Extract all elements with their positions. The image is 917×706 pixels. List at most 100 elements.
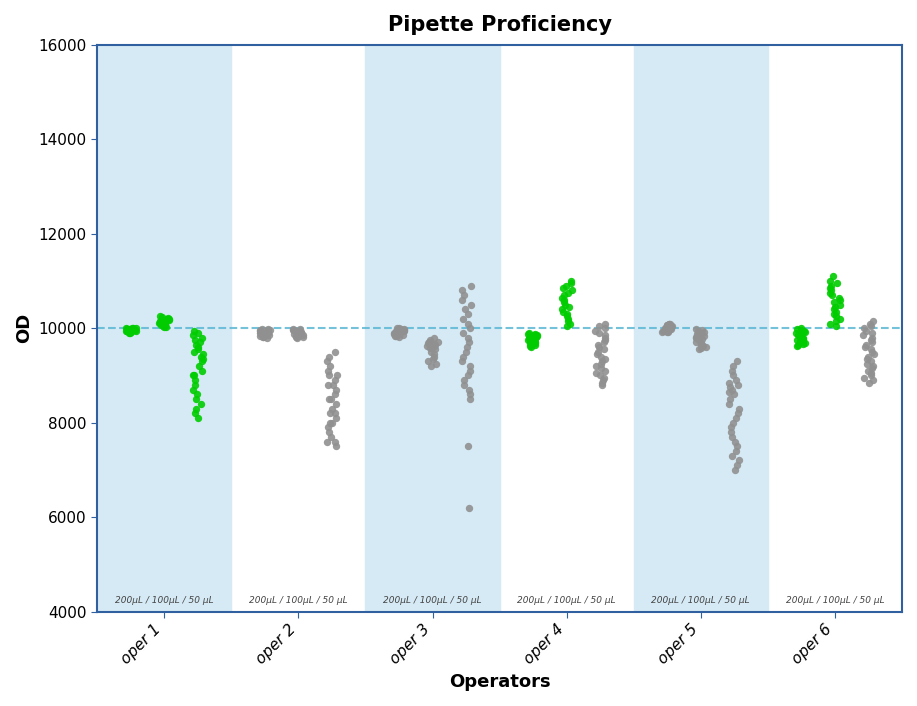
Point: [591, 346, 605, 357]
Point: [256, 330, 271, 342]
Point: [522, 332, 536, 343]
Point: [860, 353, 875, 364]
Point: [319, 436, 334, 447]
Point: [690, 328, 704, 340]
Point: [598, 323, 613, 334]
Point: [392, 322, 406, 333]
Point: [595, 377, 610, 388]
Point: [554, 292, 569, 303]
Point: [588, 325, 602, 336]
Point: [528, 337, 543, 348]
Point: [856, 372, 871, 383]
Point: [254, 323, 269, 335]
Point: [658, 323, 673, 334]
Point: [823, 280, 838, 292]
Point: [864, 344, 878, 355]
Point: [325, 403, 339, 414]
Point: [725, 360, 740, 371]
Point: [695, 325, 710, 336]
Point: [565, 285, 580, 296]
Point: [528, 331, 543, 342]
Point: [463, 393, 478, 405]
Point: [589, 367, 603, 378]
Point: [253, 330, 268, 342]
Point: [253, 328, 268, 339]
Point: [321, 379, 336, 390]
Point: [564, 277, 579, 289]
Point: [555, 304, 569, 315]
Point: [186, 325, 201, 336]
Point: [425, 353, 440, 364]
Point: [195, 349, 210, 360]
Point: [121, 328, 136, 339]
Point: [153, 316, 168, 328]
Point: [597, 372, 612, 383]
Point: [126, 323, 140, 334]
Point: [559, 321, 574, 332]
Point: [723, 382, 737, 393]
Point: [189, 389, 204, 400]
Point: [660, 320, 675, 331]
Point: [558, 299, 572, 310]
Point: [322, 426, 337, 438]
Point: [866, 375, 880, 386]
Point: [189, 393, 204, 405]
Point: [328, 375, 343, 386]
Point: [256, 331, 271, 342]
Point: [662, 318, 677, 329]
Point: [293, 330, 307, 341]
Bar: [366, 45, 500, 611]
Point: [724, 431, 739, 443]
Point: [591, 342, 606, 353]
Point: [562, 301, 577, 313]
Point: [193, 351, 208, 362]
Point: [798, 326, 812, 337]
Point: [293, 323, 307, 335]
Point: [291, 329, 305, 340]
Point: [120, 323, 135, 335]
Point: [796, 325, 811, 337]
Point: [562, 318, 577, 329]
Point: [191, 342, 205, 353]
Point: [187, 346, 202, 357]
Point: [530, 330, 545, 342]
Point: [286, 323, 301, 335]
Point: [866, 360, 880, 371]
Point: [329, 370, 344, 381]
Point: [522, 328, 536, 339]
Point: [324, 393, 338, 405]
Point: [260, 325, 275, 336]
Point: [527, 328, 542, 340]
Point: [825, 270, 840, 282]
Point: [461, 384, 476, 395]
Point: [460, 332, 475, 343]
Point: [152, 318, 167, 329]
Point: [660, 319, 675, 330]
Point: [523, 339, 537, 350]
Point: [392, 328, 406, 340]
Point: [457, 289, 471, 301]
Point: [195, 332, 210, 343]
Point: [329, 412, 344, 424]
Point: [796, 333, 811, 345]
Point: [863, 321, 878, 332]
Point: [320, 356, 335, 367]
Point: [423, 342, 437, 353]
Point: [598, 365, 613, 376]
Point: [259, 330, 273, 341]
Point: [293, 328, 308, 339]
Point: [660, 327, 675, 338]
Text: 200μL / 100μL / 50 μL: 200μL / 100μL / 50 μL: [249, 596, 348, 604]
Point: [561, 287, 576, 299]
Point: [699, 342, 713, 353]
Point: [593, 370, 608, 381]
Point: [188, 335, 203, 346]
Point: [591, 328, 606, 339]
Point: [795, 332, 810, 343]
Y-axis label: OD: OD: [15, 313, 33, 343]
Point: [595, 379, 610, 390]
Point: [524, 342, 538, 353]
Point: [161, 314, 176, 325]
Point: [830, 277, 845, 289]
Point: [697, 330, 712, 342]
